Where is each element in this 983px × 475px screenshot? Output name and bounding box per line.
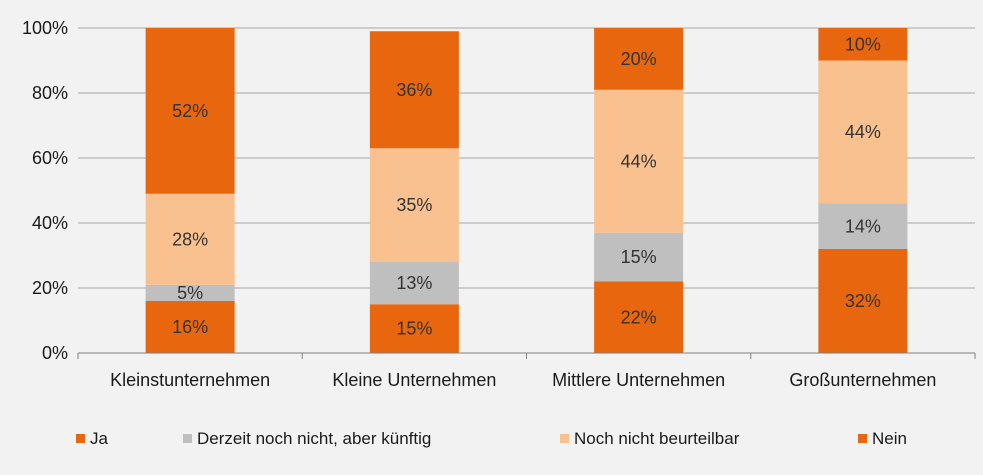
category-labels: Kleinstunternehmen Kleine Unternehmen Mitt…	[110, 370, 936, 390]
legend-swatch	[858, 434, 867, 443]
bar-segment	[145, 284, 235, 301]
bar-segment	[369, 31, 459, 149]
data-label: 32%	[845, 291, 881, 311]
bar-segment	[145, 28, 235, 194]
legend: Ja Derzeit noch nicht, aber künftig Noch n…	[76, 429, 907, 448]
bar-segment	[818, 249, 908, 353]
category-label: Kleinstunternehmen	[110, 370, 270, 390]
bar-segment	[145, 301, 235, 353]
legend-label: Derzeit noch nicht, aber künftig	[197, 429, 431, 448]
y-tick-label: 40%	[32, 213, 68, 233]
data-label: 35%	[396, 195, 432, 215]
bars: 16% 5% 28% 52% 15% 13% 35% 36% 22% 15% 44% 20% 32% 14…	[145, 28, 908, 353]
data-label: 28%	[172, 229, 208, 249]
bar-segment	[594, 232, 684, 282]
bar-segment	[594, 28, 684, 90]
bar-segment	[369, 262, 459, 305]
bar-segment	[818, 28, 908, 61]
bar-segment	[369, 304, 459, 353]
legend-label: Noch nicht beurteilbar	[574, 429, 740, 448]
data-label: 13%	[396, 273, 432, 293]
category-label: Kleine Unternehmen	[332, 370, 496, 390]
data-label: 5%	[177, 283, 203, 303]
legend-label: Nein	[872, 429, 907, 448]
bar-segment	[594, 281, 684, 353]
data-label: 16%	[172, 317, 208, 337]
bar-segment	[818, 60, 908, 204]
data-label: 22%	[621, 307, 657, 327]
category-label: Großunternehmen	[789, 370, 936, 390]
data-label: 36%	[396, 80, 432, 100]
legend-swatch	[76, 434, 85, 443]
legend-swatch	[560, 434, 569, 443]
legend-label: Ja	[90, 429, 109, 448]
data-label: 44%	[845, 122, 881, 142]
y-tick-label: 100%	[22, 18, 68, 38]
data-label: 15%	[621, 247, 657, 267]
bar-segment	[818, 203, 908, 249]
data-label: 44%	[621, 151, 657, 171]
data-label: 15%	[396, 319, 432, 339]
x-axis	[77, 352, 976, 359]
data-label: 20%	[621, 49, 657, 69]
y-tick-label: 0%	[42, 343, 68, 363]
bar-segment	[369, 148, 459, 262]
legend-swatch	[183, 434, 192, 443]
y-tick-label: 60%	[32, 148, 68, 168]
data-label: 14%	[845, 216, 881, 236]
y-tick-label: 80%	[32, 83, 68, 103]
data-label: 10%	[845, 34, 881, 54]
y-tick-label: 20%	[32, 278, 68, 298]
y-axis-tick-labels: 0% 20% 40% 60% 80% 100%	[22, 18, 68, 363]
data-label: 52%	[172, 101, 208, 121]
bar-segment	[594, 89, 684, 233]
category-label: Mittlere Unternehmen	[552, 370, 725, 390]
bar-segment	[145, 193, 235, 285]
